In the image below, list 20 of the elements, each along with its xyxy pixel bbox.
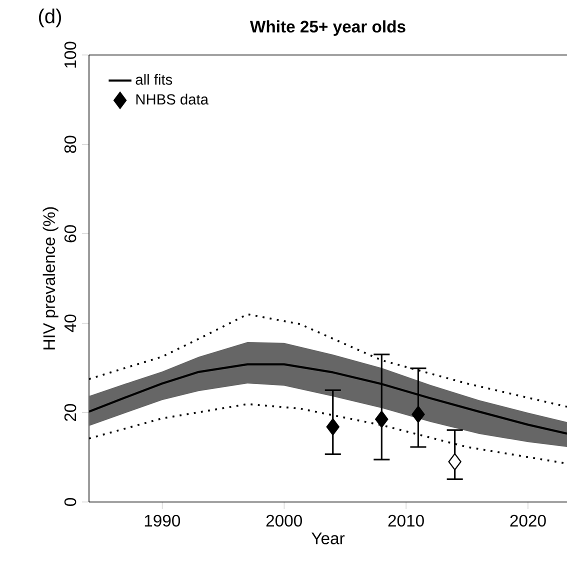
chart-title: White 25+ year olds [250, 20, 406, 36]
x-tick-label: 2000 [266, 514, 302, 527]
y-tick-label: 0 [64, 498, 76, 506]
x-tick-label: 1990 [144, 514, 180, 527]
y-axis-title: HIV prevalence (%) [42, 207, 58, 350]
point [412, 406, 425, 423]
y-tick-label: 60 [64, 225, 76, 242]
y-tick-label: 80 [64, 136, 76, 153]
y-tick-label: 20 [64, 404, 76, 422]
point [375, 410, 388, 428]
x-axis-title: Year [312, 532, 345, 544]
y-tick-label: 40 [64, 314, 76, 332]
x-tick-label: 2010 [388, 514, 424, 527]
point [326, 418, 340, 436]
legend-label: NHBS data [136, 94, 209, 105]
text: (d) [39, 8, 61, 28]
x-tick-label: 2020 [510, 514, 546, 527]
y-tick-label: 100 [64, 42, 76, 68]
legend-label: all fits [136, 74, 172, 85]
point [448, 453, 462, 470]
